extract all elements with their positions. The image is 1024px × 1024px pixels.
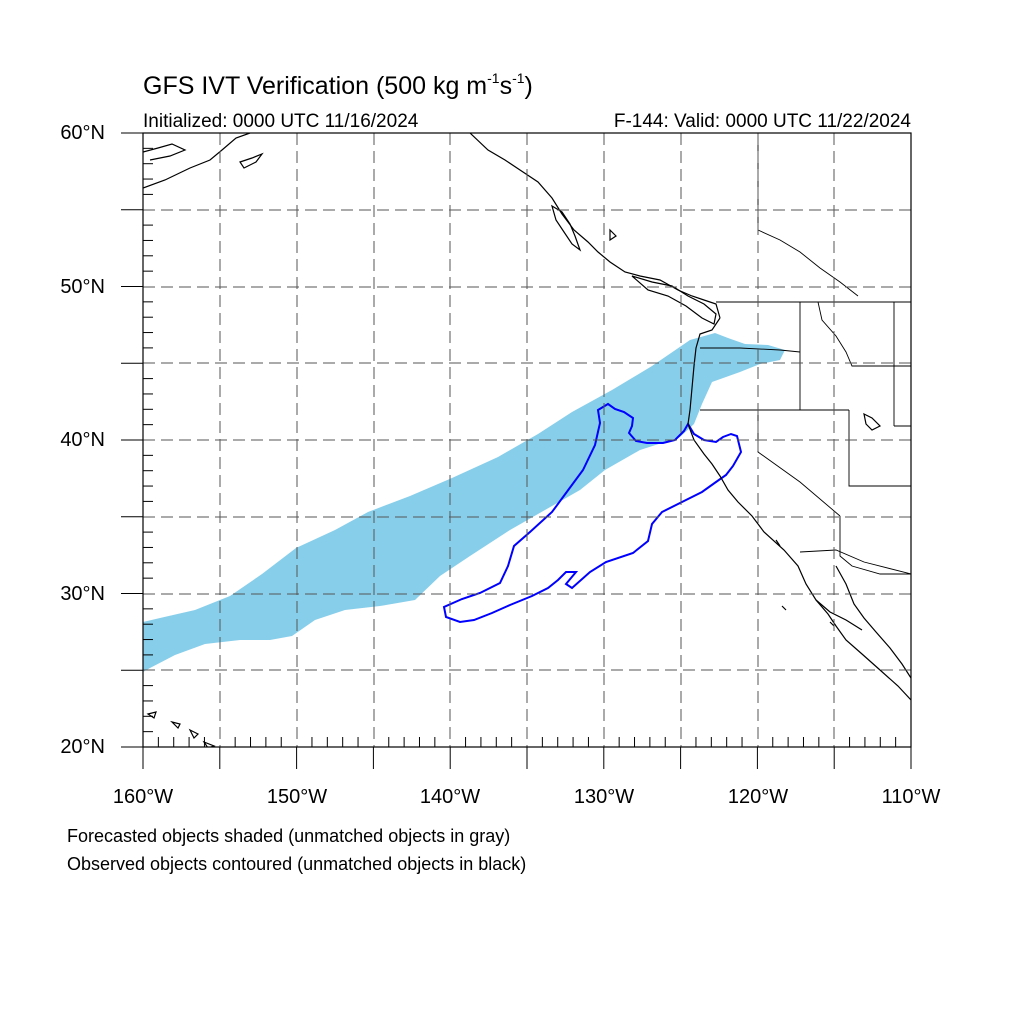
x-tick-label-130w: 130°W <box>573 786 635 808</box>
x-tick-label-150w: 150°W <box>266 786 328 808</box>
y-tick-label-20n: 20°N <box>60 736 105 758</box>
initialized-time: Initialized: 0000 UTC 11/16/2024 <box>143 111 419 132</box>
y-tick-label-30n: 30°N <box>60 583 105 605</box>
axis-ticks <box>121 132 912 769</box>
graticule <box>143 133 911 747</box>
wa-or-border <box>700 347 801 353</box>
vancouver-island <box>631 275 717 325</box>
canada-provinces <box>757 133 859 297</box>
forecast-ivt-object <box>143 333 785 672</box>
coastlines <box>143 133 911 747</box>
observed-ivt-contour <box>442 402 743 624</box>
ca-nv-border <box>757 410 841 517</box>
us-mexico-border <box>799 549 911 575</box>
y-tick-label-60n: 60°N <box>60 122 105 144</box>
x-tick-label-120w: 120°W <box>727 786 789 808</box>
x-tick-label-160w: 160°W <box>112 786 174 808</box>
alaska-panhandle-coast <box>469 133 721 319</box>
mt-wy-border <box>893 365 911 427</box>
y-tick-label-50n: 50°N <box>60 276 105 298</box>
great-salt-lake <box>863 412 882 431</box>
hawaii-islands <box>146 711 216 747</box>
map-title: GFS IVT Verification (500 kg m-1s-1) <box>143 70 533 100</box>
id-mt-border <box>817 301 895 367</box>
x-tick-label-140w: 140°W <box>419 786 481 808</box>
legend-observed-text: Observed objects contoured (unmatched ob… <box>67 854 527 874</box>
baja-coastline <box>835 565 911 679</box>
valid-time: F-144: Valid: 0000 UTC 11/22/2024 <box>613 111 911 132</box>
alaska-coastline <box>143 133 251 189</box>
az-border <box>839 516 911 575</box>
legend-forecast-text: Forecasted objects shaded (unmatched obj… <box>67 826 511 846</box>
west-coast-coastline <box>687 317 911 701</box>
y-tick-label-40n: 40°N <box>60 429 105 451</box>
x-tick-label-110w: 110°W <box>881 786 941 808</box>
nv-ut-border <box>848 410 911 487</box>
alaska-peninsula-coast <box>143 143 187 161</box>
